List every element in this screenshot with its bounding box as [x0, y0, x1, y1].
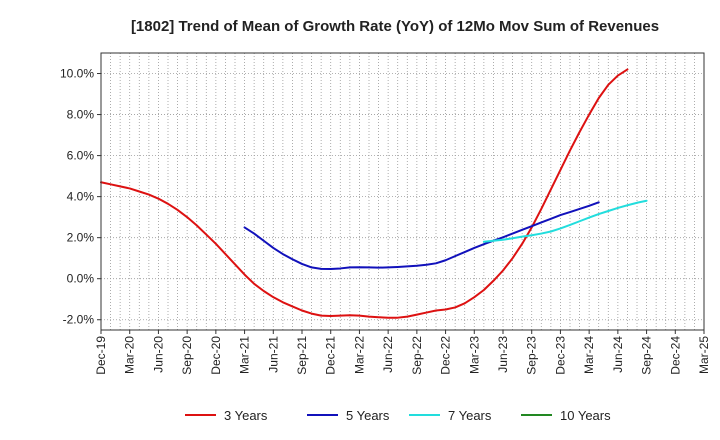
x-tick-label: Sep-22 [410, 336, 424, 375]
x-axis: Dec-19 Mar-20 Jun-20 Sep-20 Dec-20 Mar-21 Jun-… [94, 330, 711, 375]
y-tick-label: 0.0% [67, 272, 95, 286]
x-tick-label: Mar-25 [697, 336, 711, 374]
x-tick-label: Jun-24 [611, 336, 625, 373]
x-tick-label: Mar-24 [582, 336, 596, 374]
x-tick-label: Jun-22 [381, 336, 395, 373]
y-tick-label: 2.0% [67, 231, 95, 245]
y-axis: 10.0% 8.0% 6.0% 4.0% 2.0% 0.0% -2.0% [60, 67, 101, 327]
x-tick-label: Jun-21 [266, 336, 280, 373]
y-tick-label: 10.0% [60, 67, 94, 81]
series-lines [100, 68, 648, 319]
y-tick-label: 4.0% [67, 190, 95, 204]
x-tick-label: Sep-20 [180, 336, 194, 375]
x-tick-label: Mar-21 [238, 336, 252, 374]
legend: 3 Years 5 Years 7 Years 10 Years [185, 408, 611, 423]
legend-label-3-years: 3 Years [224, 408, 268, 423]
x-tick-label: Mar-20 [123, 336, 137, 374]
y-tick-label: 6.0% [67, 149, 95, 163]
x-tick-label: Dec-24 [668, 336, 682, 375]
x-tick-label: Sep-24 [640, 336, 654, 375]
x-tick-label: Dec-20 [209, 336, 223, 375]
x-tick-label: Dec-22 [439, 336, 453, 375]
x-tick-label: Mar-23 [467, 336, 481, 374]
x-tick-label: Jun-20 [151, 336, 165, 373]
legend-label-7-years: 7 Years [448, 408, 492, 423]
plot-frame [100, 52, 705, 331]
series-line-5-years [243, 201, 600, 271]
series-line-7-years [482, 199, 648, 243]
legend-label-5-years: 5 Years [346, 408, 390, 423]
x-tick-label: Sep-23 [525, 336, 539, 375]
x-tick-label: Sep-21 [295, 336, 309, 375]
legend-label-10-years: 10 Years [560, 408, 611, 423]
x-tick-label: Dec-23 [553, 336, 567, 375]
y-tick-label: 8.0% [67, 108, 95, 122]
x-tick-label: Jun-23 [496, 336, 510, 373]
series-line-3-years [100, 68, 629, 319]
grid [101, 53, 704, 330]
x-tick-label: Mar-22 [352, 336, 366, 374]
x-tick-label: Dec-21 [324, 336, 338, 375]
chart-title: [1802] Trend of Mean of Growth Rate (YoY… [131, 18, 659, 35]
y-tick-label: -2.0% [63, 313, 95, 327]
x-tick-label: Dec-19 [94, 336, 108, 375]
